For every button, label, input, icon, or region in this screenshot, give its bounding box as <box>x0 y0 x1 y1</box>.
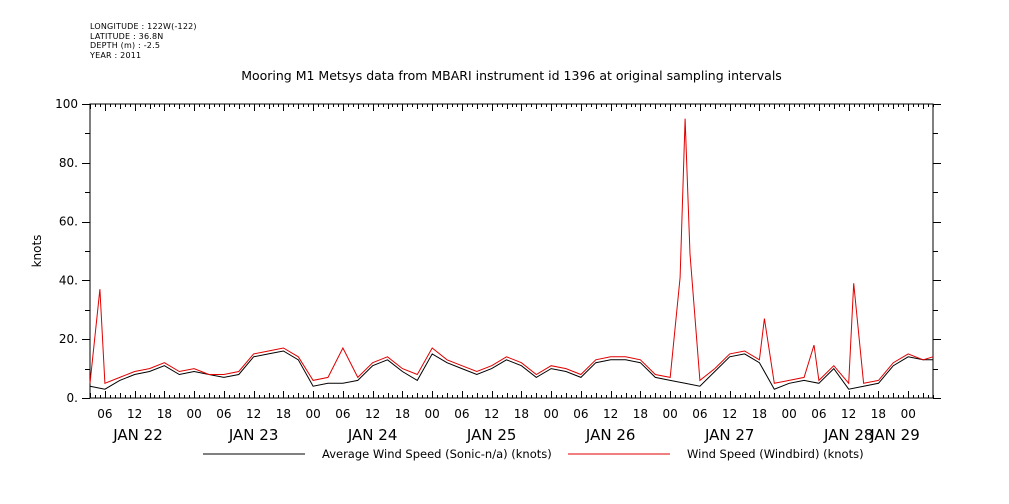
x-hour-tick-label: 12 <box>127 407 142 421</box>
x-hour-tick-label: 12 <box>603 407 618 421</box>
legend-label: Wind Speed (Windbird) (knots) <box>687 447 864 461</box>
x-hour-tick-label: 00 <box>186 407 201 421</box>
y-axis-label: knots <box>30 235 44 268</box>
x-hour-tick-label: 06 <box>97 407 112 421</box>
x-hour-tick-label: 06 <box>692 407 707 421</box>
x-hour-tick-label: 00 <box>425 407 440 421</box>
x-hour-tick-label: 00 <box>663 407 678 421</box>
x-day-label: JAN 22 <box>112 426 163 444</box>
plot-frame <box>89 103 934 399</box>
x-day-label: JAN 26 <box>585 426 636 444</box>
y-tick-label: 60. <box>59 215 78 229</box>
y-tick-label: 100 <box>55 97 78 111</box>
x-hour-tick-label: 18 <box>871 407 886 421</box>
series-line-average-wind <box>89 350 933 390</box>
x-hour-tick-label: 00 <box>901 407 916 421</box>
y-tick-label: 0. <box>67 391 78 405</box>
y-axis-ticks <box>82 104 941 399</box>
x-hour-tick-label: 18 <box>157 407 172 421</box>
x-hour-tick-label: 12 <box>841 407 856 421</box>
longitude-label: LONGITUDE : 122W(-122) <box>90 22 197 31</box>
x-hour-tick-label: 12 <box>246 407 261 421</box>
x-day-label: JAN 24 <box>347 426 398 444</box>
year-label: YEAR : 2011 <box>90 50 142 60</box>
x-hour-tick-label: 12 <box>365 407 380 421</box>
x-hour-tick-label: 18 <box>752 407 767 421</box>
y-tick-label: 40. <box>59 273 78 287</box>
x-hour-tick-label: 12 <box>722 407 737 421</box>
x-day-label: JAN 27 <box>704 426 755 444</box>
x-day-label: JAN 25 <box>466 426 517 444</box>
x-hour-tick-label: 18 <box>276 407 291 421</box>
x-day-label: JAN 28 <box>823 426 874 444</box>
x-hour-tick-label: 12 <box>484 407 499 421</box>
chart-title: Mooring M1 Metsys data from MBARI instru… <box>241 68 782 83</box>
series-line-windbird <box>89 118 934 385</box>
x-hour-tick-label: 18 <box>514 407 529 421</box>
x-hour-tick-label: 06 <box>573 407 588 421</box>
depth-label: DEPTH (m) : -2.5 <box>90 41 161 51</box>
y-tick-label: 80. <box>59 156 78 170</box>
latitude-label: LATITUDE : 36.8N <box>90 31 164 41</box>
x-hour-tick-label: 00 <box>544 407 559 421</box>
x-hour-tick-label: 18 <box>633 407 648 421</box>
x-day-label: JAN 29 <box>869 426 920 444</box>
x-axis-ticks <box>90 104 934 398</box>
metadata-block: LONGITUDE : 122W(-122) LATITUDE : 36.8N … <box>90 22 197 60</box>
x-hour-tick-label: 06 <box>335 407 350 421</box>
y-tick-label: 20. <box>59 332 78 346</box>
x-hour-tick-label: 18 <box>395 407 410 421</box>
x-hour-tick-label: 00 <box>306 407 321 421</box>
legend-label: Average Wind Speed (Sonic-n/a) (knots) <box>322 447 552 461</box>
x-hour-tick-label: 00 <box>782 407 797 421</box>
x-hour-tick-label: 06 <box>811 407 826 421</box>
x-hour-tick-label: 06 <box>216 407 231 421</box>
x-hour-tick-label: 06 <box>454 407 469 421</box>
x-day-label: JAN 23 <box>228 426 279 444</box>
